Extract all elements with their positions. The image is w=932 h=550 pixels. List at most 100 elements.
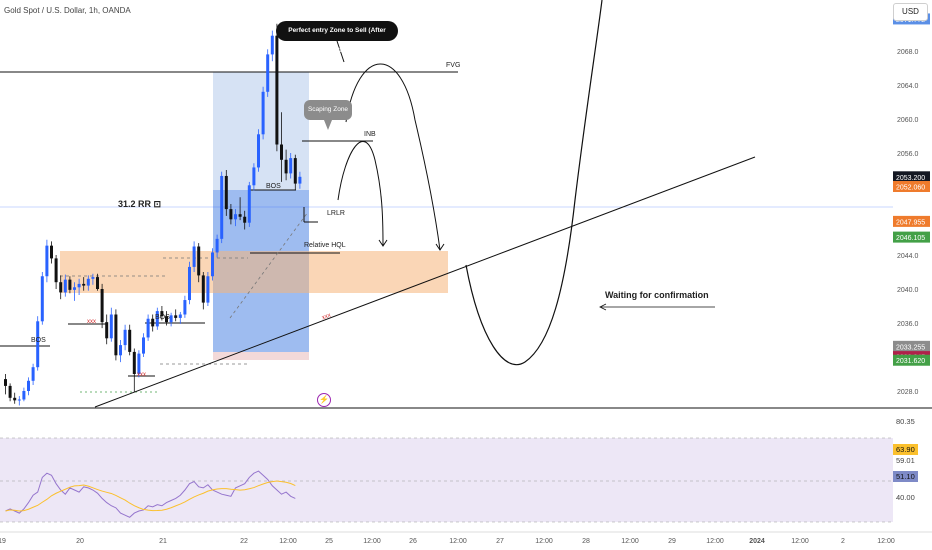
time-tick-label: 19	[0, 538, 6, 545]
price-tick-label: 2064.0	[897, 83, 919, 90]
chart-title: Gold Spot / U.S. Dollar, 1h, OANDA	[4, 6, 131, 15]
xxx-label-2: xxx	[137, 372, 146, 378]
candle-body	[215, 238, 219, 253]
currency-button[interactable]: USD	[893, 3, 928, 21]
take-profit-zone	[213, 72, 309, 190]
bos-label-mid: BOS	[155, 314, 170, 321]
price-tick-label: 2060.0	[897, 117, 919, 124]
time-tick-label: 12:00	[621, 538, 639, 545]
time-tick-label: 12:00	[791, 538, 809, 545]
candle-body	[280, 144, 283, 160]
bos-label-top: BOS	[266, 183, 281, 190]
waiting-arrow-head	[599, 303, 607, 311]
projection-small	[337, 140, 384, 246]
time-tick-label: 27	[496, 538, 504, 545]
candle-body	[206, 276, 210, 303]
candle-body	[63, 279, 67, 293]
inb-label: INB	[364, 131, 376, 138]
candle-body	[247, 185, 251, 223]
bos-label-left: BOS	[31, 337, 46, 344]
candle-body	[261, 91, 265, 135]
candle-body	[257, 134, 260, 168]
price-axis[interactable]: 2028.02032.02036.02040.02044.02048.02052…	[893, 0, 930, 396]
event-bolt-icon[interactable]: ⚡	[317, 393, 331, 407]
rsi-tag	[893, 471, 918, 482]
price-tick-label: 2028.0	[897, 389, 919, 396]
price-tag-label: 2046.105	[896, 235, 925, 242]
price-tag	[893, 215, 930, 227]
projection-large-arrow	[435, 243, 445, 251]
candle-body	[68, 279, 72, 290]
entry-callout: Perfect entry Zone to Sell (After Reacti…	[276, 21, 398, 54]
candle-body	[100, 289, 104, 323]
candle-body	[220, 175, 224, 239]
candle-body	[160, 311, 164, 317]
rsi-pane[interactable]: 80.35 63.90 59.01 51.10 40.00	[0, 417, 918, 523]
candle-body	[178, 314, 182, 318]
trendline	[94, 156, 756, 408]
time-tick-label: 12:00	[877, 538, 895, 545]
time-tick-label: 25	[325, 538, 333, 545]
candle-body	[155, 311, 159, 327]
relative-hql-label: Relative HQL	[304, 242, 346, 249]
rsi-tick-label: 40.00	[896, 493, 915, 502]
candle-body	[165, 316, 168, 323]
candle-body	[40, 276, 44, 322]
time-tick-label: 2	[841, 538, 845, 545]
price-pane[interactable]	[0, 0, 893, 408]
candle-body	[211, 252, 214, 277]
price-tag-label: 2031.620	[896, 358, 925, 365]
candles-layer	[4, 23, 302, 406]
candle-body	[270, 35, 274, 55]
price-tag-label: 2047.955	[896, 219, 925, 226]
rr-diagonal	[229, 211, 309, 319]
candle-body	[188, 266, 191, 301]
candle-body	[128, 329, 132, 352]
rsi-band	[0, 438, 893, 522]
drawing-layer	[0, 0, 893, 408]
candle-body	[293, 158, 297, 184]
candle-body	[252, 167, 256, 186]
candle-body	[91, 277, 95, 279]
candle-body	[119, 345, 122, 356]
time-tick-label: 29	[668, 538, 676, 545]
candle-body	[31, 367, 35, 381]
price-tick-label: 2036.0	[897, 321, 919, 328]
time-tick-label: 20	[76, 538, 84, 545]
candle-body	[13, 397, 17, 401]
time-tick-label: 28	[582, 538, 590, 545]
rsi-tick-label: 59.01	[896, 456, 915, 465]
candle-body	[50, 245, 53, 259]
candle-body	[183, 300, 187, 315]
candle-body	[151, 318, 155, 327]
candle-body	[45, 245, 49, 277]
candle-body	[234, 214, 237, 220]
candle-body	[73, 287, 76, 290]
candle-body	[192, 246, 196, 267]
rsi-tag	[893, 444, 918, 455]
candle-body	[114, 314, 118, 356]
xxx-label-1: xxx	[87, 319, 96, 325]
scalping-zone-label: Scaping Zone	[304, 100, 352, 120]
candle-body	[82, 283, 86, 286]
time-axis[interactable]: 19 20 21 22 12:00 25 12:00 26 12:00 27 12:00 28 12:0…	[0, 407, 932, 545]
rsi-tick-label: 51.10	[896, 472, 915, 481]
candle-body	[36, 321, 40, 368]
candle-body	[132, 351, 136, 374]
time-tick-label: 22	[240, 538, 248, 545]
candle-body	[289, 158, 293, 174]
price-tick-label: 2044.0	[897, 253, 919, 260]
rsi-tick-label: 63.90	[896, 445, 915, 454]
price-tag	[893, 231, 930, 243]
candle-body	[54, 258, 58, 283]
candle-body	[146, 318, 150, 338]
price-tag-label: 2033.255	[896, 344, 925, 351]
time-tick-label: 12:00	[535, 538, 553, 545]
projection-u-curve	[465, 0, 603, 366]
candle-body	[59, 282, 63, 293]
risk-reward-label: 31.2 RR ⊡	[118, 199, 162, 209]
candle-body	[77, 283, 81, 288]
candle-body	[105, 322, 109, 339]
candle-body	[142, 337, 145, 354]
